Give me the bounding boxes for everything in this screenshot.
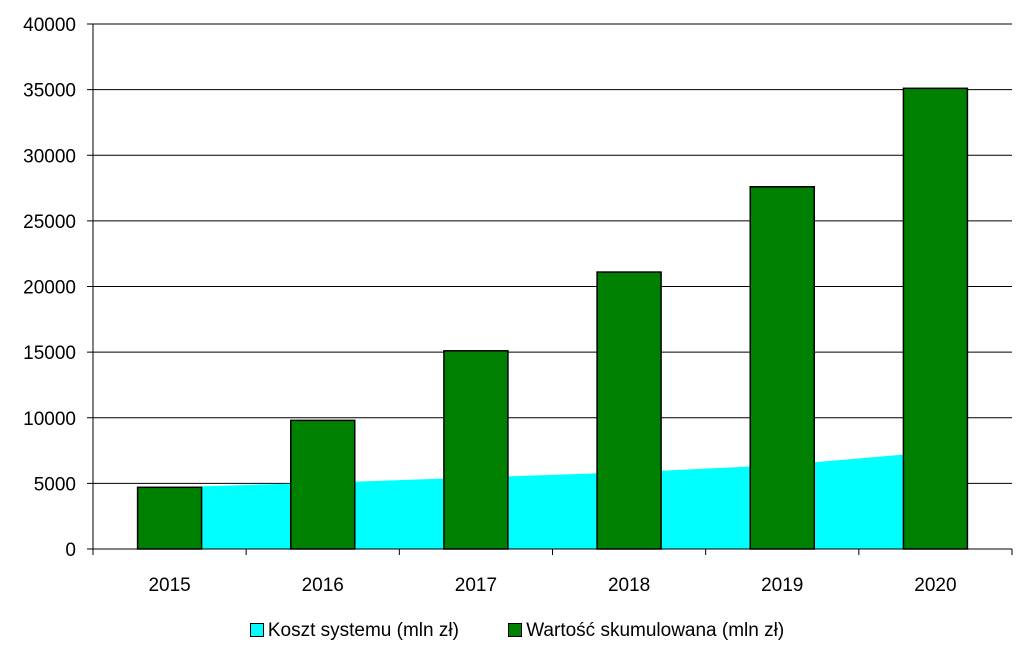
y-tick-label: 40000 xyxy=(23,15,76,36)
legend: Koszt systemu (mln zł) Wartość skumulowa… xyxy=(0,620,1034,642)
area-series-layer xyxy=(169,451,936,549)
y-tick-label: 20000 xyxy=(23,278,76,299)
y-tick-label: 15000 xyxy=(23,343,76,364)
bar-wartosc xyxy=(749,186,815,550)
legend-swatch-koszt xyxy=(249,623,264,637)
y-tick-label: 30000 xyxy=(23,146,76,167)
legend-swatch-wartosc xyxy=(508,623,523,637)
bar-wartosc xyxy=(443,350,509,550)
x-tick-label: 2017 xyxy=(455,575,497,596)
x-tick-label: 2019 xyxy=(761,575,803,596)
y-tick-label: 5000 xyxy=(34,474,76,495)
x-tick-label: 2015 xyxy=(148,575,190,596)
bar-wartosc xyxy=(596,271,662,550)
gridlines xyxy=(87,23,1012,550)
x-tick-labels: 2015 2016 2017 2018 2019 2020 xyxy=(148,575,956,596)
x-tick-label: 2020 xyxy=(914,575,956,596)
legend-label-koszt: Koszt systemu (mln zł) xyxy=(267,620,459,641)
legend-item-koszt: Koszt systemu (mln zł) xyxy=(249,620,459,642)
area-koszt-systemu xyxy=(169,451,936,549)
x-tick-label: 2016 xyxy=(302,575,344,596)
axes xyxy=(92,24,1013,555)
y-tick-label: 35000 xyxy=(23,81,76,102)
legend-item-wartosc: Wartość skumulowana (mln zł) xyxy=(508,620,784,642)
bar-wartosc xyxy=(136,486,203,550)
bar-wartosc xyxy=(902,87,969,550)
bar-wartosc xyxy=(290,419,356,550)
y-tick-label: 25000 xyxy=(23,212,76,233)
bar-series-layer xyxy=(136,87,969,550)
y-tick-label: 10000 xyxy=(23,409,76,430)
y-tick-labels: 0 5000 10000 15000 20000 25000 30000 35000 40000 xyxy=(23,15,76,561)
legend-label-wartosc: Wartość skumulowana (mln zł) xyxy=(526,620,785,641)
x-tick-label: 2018 xyxy=(608,575,650,596)
y-tick-label: 0 xyxy=(65,540,76,561)
